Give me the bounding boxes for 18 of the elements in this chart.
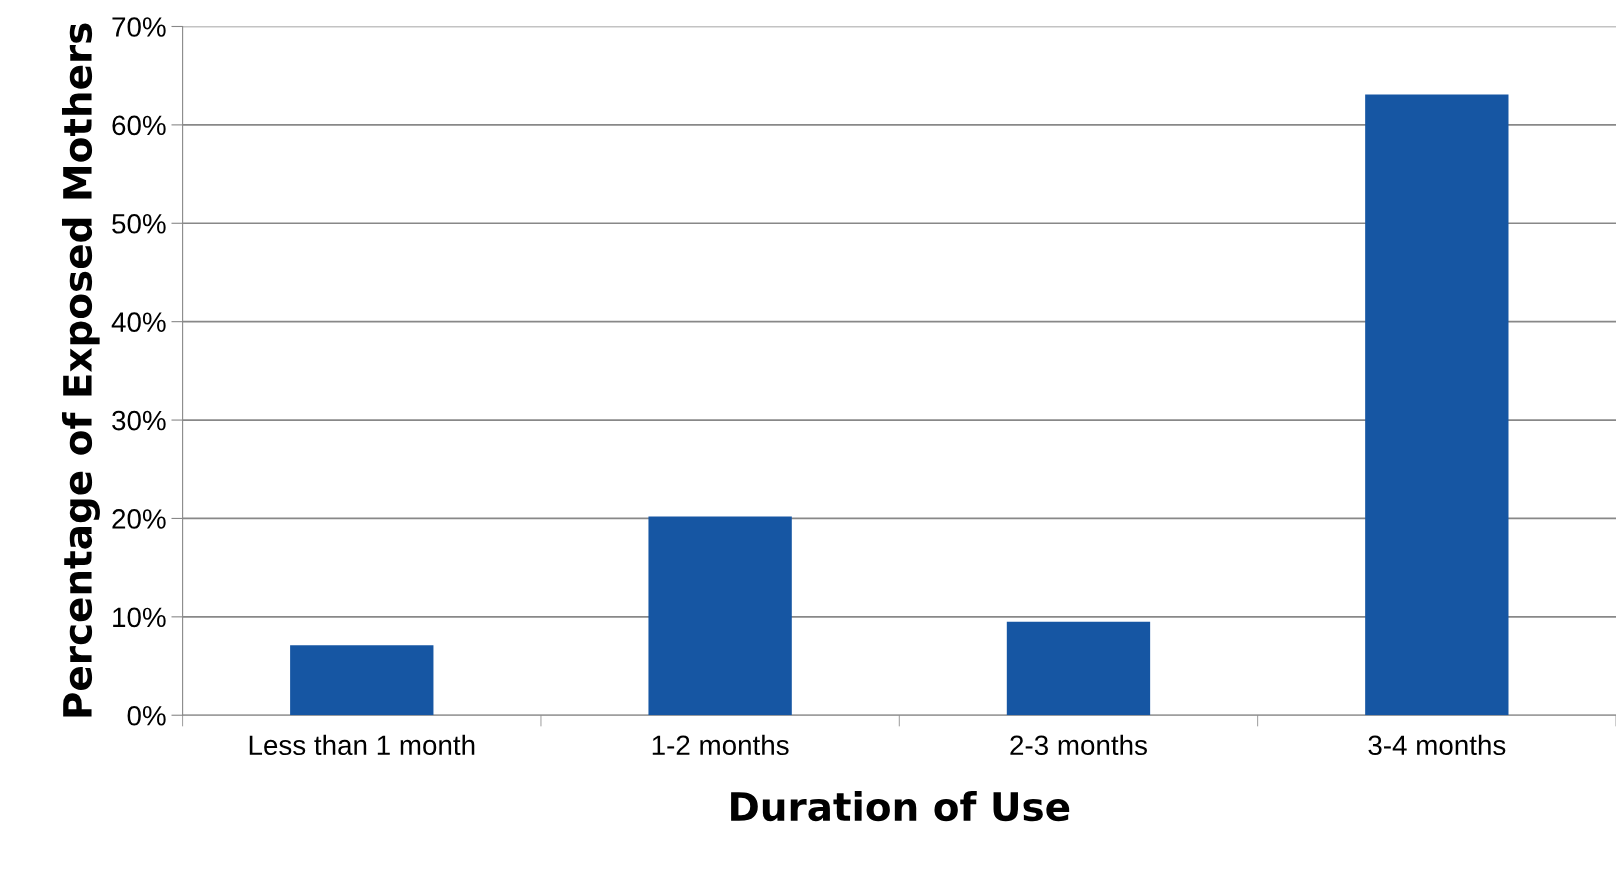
y-tick-label: 0% <box>127 705 166 726</box>
bar <box>1365 94 1509 716</box>
x-axis-title: Duration of Use <box>731 791 1070 822</box>
y-tick-label: 20% <box>112 509 166 529</box>
y-tick-label: 60% <box>112 115 166 136</box>
bar <box>648 516 792 716</box>
x-tick-label: 3-4 months <box>1368 734 1506 756</box>
x-tick-label: 2-3 months <box>1010 734 1147 756</box>
y-tick-label: 30% <box>112 410 166 431</box>
y-tick-label: 40% <box>111 312 166 332</box>
y-tick-label: 50% <box>112 213 166 234</box>
y-axis-title: Percentage of Exposed Mothers <box>61 23 100 717</box>
y-tick-label: 10% <box>113 607 166 628</box>
y-tick-label: 70% <box>112 17 166 37</box>
bar <box>290 645 434 716</box>
x-tick-label: Less than 1 month <box>249 734 475 756</box>
x-tick-label: 1-2 months <box>652 734 789 756</box>
bar <box>1006 621 1151 716</box>
